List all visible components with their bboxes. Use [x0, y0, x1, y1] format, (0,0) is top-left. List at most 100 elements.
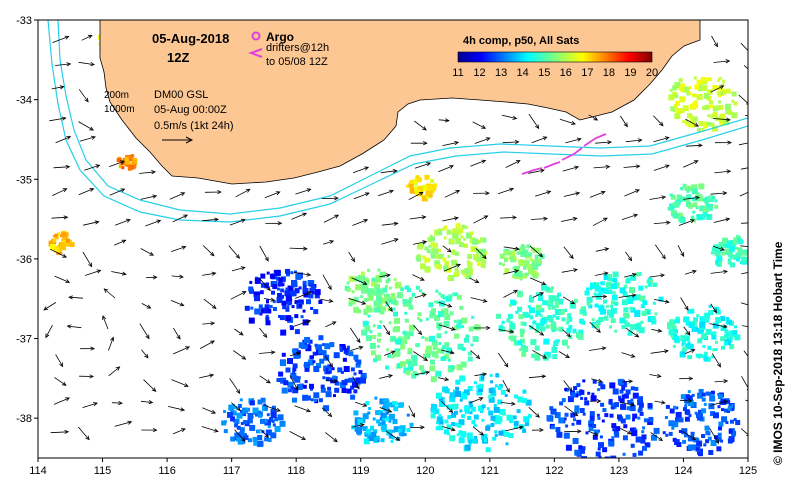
sst-pixel [581, 446, 586, 451]
sst-pixel [523, 416, 530, 423]
sst-pixel [457, 343, 464, 350]
sst-pixel [252, 436, 258, 442]
sst-pixel [731, 407, 735, 411]
sst-pixel [706, 214, 713, 220]
sst-pixel [379, 398, 386, 405]
sst-pixel [277, 293, 282, 298]
sst-pixel [417, 185, 423, 191]
current-arrow-icon [711, 353, 721, 368]
sst-pixel [398, 402, 404, 408]
sst-pixel [304, 380, 308, 384]
sst-pixel [499, 253, 505, 259]
current-arrow-icon [624, 272, 637, 278]
lon-tick-label: 118 [287, 465, 305, 477]
sst-pixel [687, 203, 693, 209]
sst-pixel [431, 407, 437, 413]
drifter-legend-icon [248, 48, 263, 58]
sst-pixel [361, 329, 368, 336]
sst-pixel [476, 262, 481, 266]
sst-pixel [695, 206, 699, 210]
sst-pixel [508, 335, 513, 340]
sst-pixel [734, 325, 737, 329]
current-arrow-icon [203, 298, 217, 309]
sst-pixel [710, 390, 715, 395]
sst-pixel [439, 400, 445, 407]
sst-pixel [263, 418, 268, 423]
sst-pixel [712, 125, 718, 132]
sst-pixel [417, 312, 422, 317]
sst-pixel [386, 402, 391, 407]
sst-pixel [249, 424, 256, 431]
sst-pixel [461, 414, 465, 419]
sst-pixel [579, 318, 585, 324]
sst-pixel [458, 228, 464, 234]
sst-pixel [698, 451, 703, 457]
current-arrow-icon [500, 401, 516, 406]
sst-pixel [618, 395, 621, 399]
sst-pixel [481, 418, 485, 422]
sst-pixel [372, 324, 376, 328]
sst-pixel [640, 304, 645, 309]
current-arrow-icon [350, 345, 364, 351]
sst-pixel [243, 435, 249, 441]
sst-pixel [302, 284, 307, 289]
colorbar [457, 51, 653, 63]
sst-pixel [731, 99, 735, 103]
sst-pixel [635, 272, 640, 277]
sst-pixel [476, 384, 481, 389]
sst-pixel [724, 248, 730, 254]
sst-pixel [490, 390, 497, 397]
current-arrow-icon [622, 379, 634, 384]
sst-pixel [367, 268, 371, 272]
sst-pixel [466, 260, 471, 265]
sst-pixel [623, 460, 626, 463]
current-arrow-icon [380, 169, 398, 174]
sst-pixel [434, 260, 441, 267]
sst-pixel [630, 398, 634, 402]
current-arrow-icon [199, 373, 215, 379]
sst-pixel [306, 299, 311, 305]
sst-pixel [251, 398, 255, 402]
sst-pixel [675, 318, 680, 324]
current-arrow-icon [559, 118, 576, 125]
current-arrow-icon [204, 189, 222, 195]
sst-pixel [480, 373, 485, 378]
sst-pixel [443, 236, 447, 240]
sst-pixel [676, 194, 682, 200]
plot-frame [37, 19, 749, 459]
sst-pixel [564, 308, 567, 312]
sst-pixel [241, 407, 248, 414]
sst-pixel [548, 306, 552, 310]
sst-pixel [669, 321, 675, 328]
sst-pixel [285, 307, 290, 312]
sst-pixel [270, 432, 277, 439]
sst-pixel [230, 436, 236, 442]
sst-pixel [332, 375, 337, 380]
sst-pixel [632, 296, 636, 300]
sst-pixel [516, 271, 523, 277]
sst-pixel [284, 290, 291, 297]
sst-pixel [351, 381, 358, 388]
sst-pixel [587, 391, 591, 395]
sst-pixel [608, 287, 612, 291]
sst-pixel [637, 408, 642, 413]
current-arrow-icon [714, 140, 732, 145]
sst-pixel [454, 422, 459, 427]
current-arrow-icon [202, 245, 215, 257]
current-arrow-icon [741, 270, 748, 275]
sst-pixel [503, 256, 507, 260]
current-arrow-icon [442, 216, 459, 222]
sst-pixel [702, 105, 707, 110]
sst-pixel [726, 319, 732, 325]
sst-pixel [707, 91, 711, 94]
sst-pixel [535, 314, 539, 317]
sst-pixel [632, 392, 639, 399]
current-arrow-icon [498, 329, 515, 334]
sst-pixel [554, 309, 561, 315]
current-arrow-icon [591, 378, 603, 383]
current-arrow-icon [470, 297, 488, 303]
sst-pixel [260, 282, 266, 288]
sst-pixel [712, 85, 718, 90]
drifter-tracks [521, 133, 607, 175]
sst-pixel [634, 386, 639, 391]
